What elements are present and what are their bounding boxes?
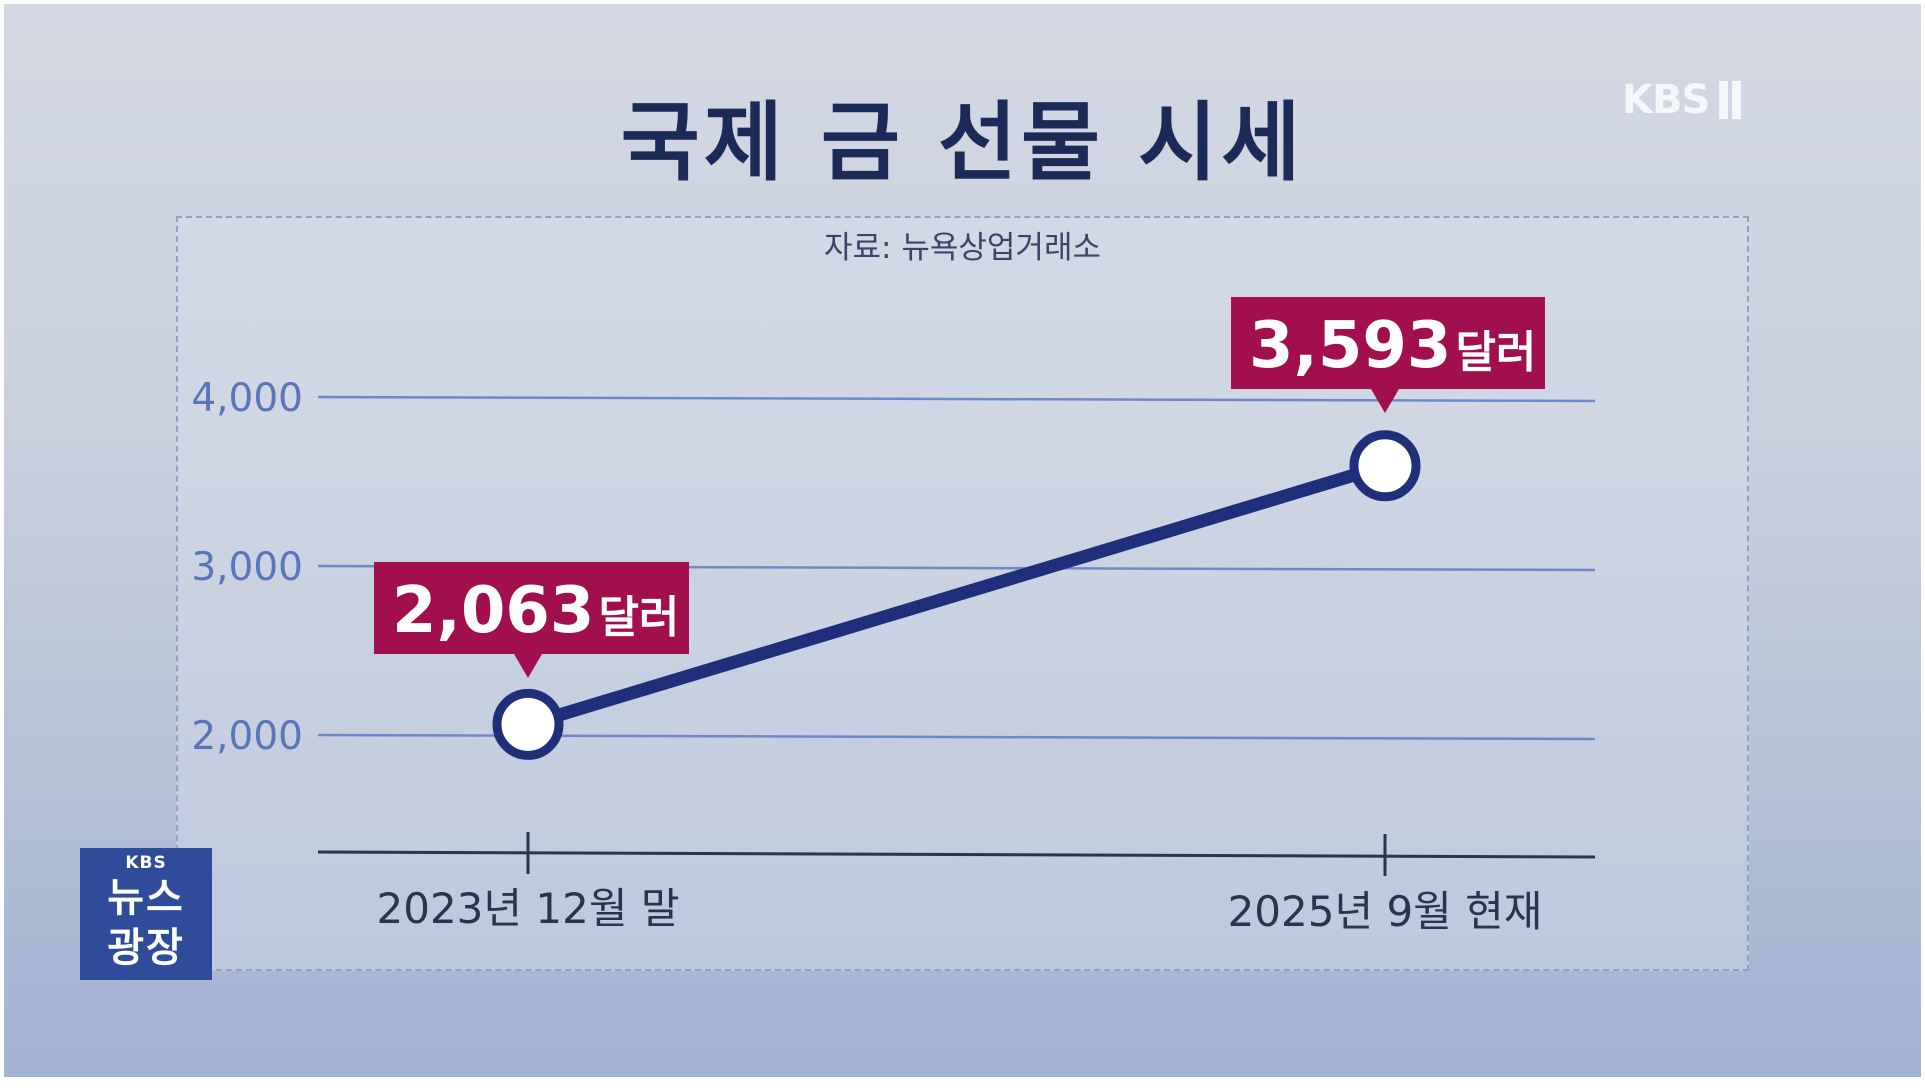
grid-line-4000 [317, 395, 1596, 403]
background-panel [4, 4, 1921, 1077]
kbs-logo-text: KBS [1622, 77, 1710, 123]
chart-title: 국제 금 선물 시세 [620, 93, 1305, 193]
callout-box-0 [374, 562, 689, 654]
y-axis-ticks: 2,000 3,000 4,000 [191, 376, 303, 759]
x-axis-line [317, 850, 1596, 859]
y-tick-label-2000: 2,000 [191, 714, 303, 759]
program-badge-line2: 광장 [107, 925, 185, 971]
chart-source: 자료: 뉴욕상업거래소 [824, 230, 1101, 266]
y-tick-label-4000: 4,000 [191, 376, 303, 421]
callout-unit-1: 달러 [1455, 327, 1536, 378]
value-callout-1: 3,593달러 [1231, 297, 1545, 413]
series-line [492, 430, 1421, 760]
kbs-channel-logo: KBS [1622, 76, 1742, 124]
x-category-label-1: 2025년 9월 현재 [1228, 887, 1543, 936]
callout-value-1: 3,593 [1249, 309, 1451, 383]
callout-pointer-0 [514, 654, 542, 678]
callout-pointer-1 [1371, 389, 1399, 413]
kbs1-bars-icon [1715, 81, 1742, 119]
x-axis: 2023년 12월 말 2025년 9월 현재 [317, 832, 1596, 936]
program-badge: KBS 뉴스 광장 [80, 848, 212, 980]
program-badge-brand: KBS [125, 853, 167, 873]
callout-value-0: 2,063 [392, 574, 594, 648]
y-tick-label-3000: 3,000 [191, 545, 303, 590]
series-polyline [521, 459, 1392, 731]
value-callout-0: 2,063달러 [374, 562, 689, 678]
callout-text-0: 2,063달러 [392, 574, 679, 648]
callout-unit-0: 달러 [598, 592, 679, 643]
callout-box-1 [1231, 297, 1545, 389]
callout-text-1: 3,593달러 [1249, 309, 1536, 383]
program-badge-line1: 뉴스 [107, 875, 185, 921]
data-point-1 [1349, 430, 1421, 502]
x-category-label-0: 2023년 12월 말 [377, 884, 680, 933]
data-point-0 [492, 688, 564, 760]
